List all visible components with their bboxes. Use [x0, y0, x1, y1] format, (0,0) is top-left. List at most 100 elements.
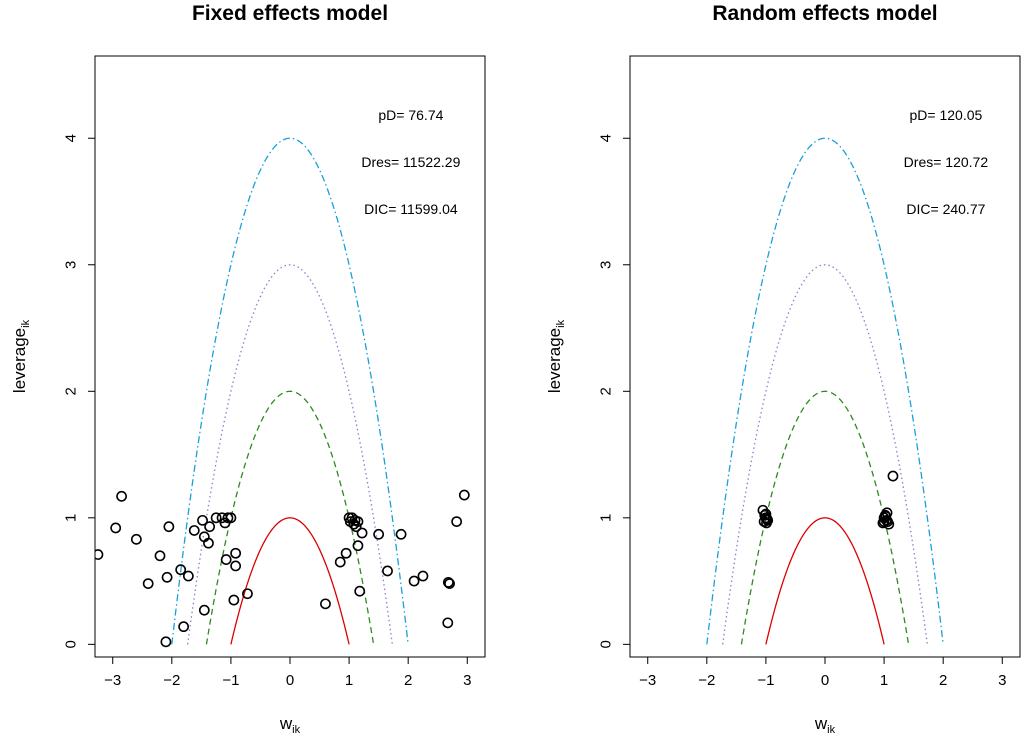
- y-tick-label: 4: [598, 134, 615, 142]
- annotation-2: Dres= 120.72: [904, 154, 989, 170]
- data-point: [110, 522, 122, 534]
- data-point: [334, 556, 346, 568]
- x-tick-label: −1: [222, 672, 239, 689]
- data-point: [417, 570, 429, 582]
- data-point: [352, 540, 364, 552]
- curve-c=2: [205, 390, 375, 645]
- data-point: [408, 575, 420, 587]
- data-point: [95, 549, 104, 560]
- data-point: [382, 565, 393, 577]
- data-point: [175, 564, 187, 576]
- x-tick-label: 2: [939, 672, 947, 689]
- data-point: [242, 588, 253, 600]
- y-tick-label: 0: [63, 640, 80, 648]
- data-point: [350, 521, 362, 533]
- data-point: [220, 554, 232, 565]
- data-point: [458, 489, 470, 501]
- annotation-1: pD= 76.74: [378, 107, 443, 123]
- data-point: [880, 511, 892, 522]
- y-tick-label: 0: [598, 640, 615, 648]
- y-tick-label: 2: [598, 387, 615, 395]
- panel-1: Fixed effects model −3 −2 −1 0 1 2 3 0 1 2 3 4 wik lev…: [10, 2, 486, 733]
- curve-c=4: [171, 137, 409, 645]
- data-point: [188, 525, 200, 536]
- x-tick-label: 3: [463, 672, 471, 689]
- x-tick-label: 3: [998, 672, 1006, 689]
- y-tick-label: 4: [63, 134, 80, 142]
- y-tick-label: 3: [63, 261, 80, 269]
- curve-c=3: [722, 264, 928, 645]
- y-axis-label-sub: ik: [20, 319, 32, 327]
- y-axis-label: leverageik: [10, 319, 32, 393]
- data-point: [444, 578, 455, 590]
- data-point: [222, 512, 234, 524]
- data-point: [178, 621, 190, 633]
- data-point: [887, 470, 899, 482]
- data-point: [442, 617, 454, 629]
- data-point: [203, 537, 214, 549]
- x-axis-label: wik: [814, 714, 836, 733]
- curve-c=4: [706, 137, 944, 645]
- y-axis-label: leverageik: [545, 319, 567, 393]
- y-tick-label: 1: [598, 514, 615, 522]
- data-point: [230, 560, 242, 572]
- x-tick-label: 0: [286, 672, 294, 689]
- x-tick-label: −3: [639, 672, 656, 689]
- data-point: [204, 521, 216, 533]
- data-point: [182, 570, 194, 582]
- data-point: [154, 550, 166, 562]
- data-point: [451, 516, 463, 528]
- data-point: [163, 521, 175, 533]
- curve-c=2: [740, 390, 910, 645]
- x-tick-label: 2: [404, 672, 412, 689]
- curve-c=3: [187, 264, 393, 645]
- y-tick-label: 1: [63, 514, 80, 522]
- x-axis-label: wik: [279, 714, 301, 733]
- data-point: [761, 517, 772, 529]
- chart-title: Fixed effects model: [192, 2, 388, 25]
- data-point: [442, 576, 454, 588]
- curve-c=1: [765, 517, 885, 645]
- annotation-3: DIC= 11599.04: [364, 201, 458, 217]
- y-tick-label: 2: [63, 387, 80, 395]
- data-point: [373, 528, 385, 540]
- x-tick-label: −2: [163, 672, 180, 689]
- x-tick-label: 0: [821, 672, 829, 689]
- data-point: [197, 514, 208, 526]
- x-tick-label: −2: [698, 672, 715, 689]
- data-point: [356, 527, 368, 539]
- data-point: [352, 516, 364, 528]
- data-point: [210, 512, 222, 524]
- x-tick-label: 1: [345, 672, 353, 689]
- x-tick-label: 1: [880, 672, 888, 689]
- data-point: [198, 604, 210, 616]
- x-tick-label: −1: [757, 672, 774, 689]
- plot-frame: [629, 55, 1021, 658]
- data-point: [230, 547, 242, 559]
- data-point: [354, 585, 366, 597]
- x-axis-label-sub: ik: [827, 724, 835, 733]
- data-point: [878, 516, 890, 528]
- data-point: [320, 598, 331, 610]
- data-point: [225, 512, 237, 524]
- panel-2: Random effects model −3 −2 −1 0 1 2 3 0 1 2 3 4 wik le…: [545, 2, 1021, 733]
- annotation-1: pD= 120.05: [910, 107, 983, 123]
- data-point: [142, 578, 154, 590]
- data-point: [161, 571, 173, 583]
- annotation-2: Dres= 11522.29: [361, 154, 460, 170]
- annotation-3: DIC= 240.77: [906, 201, 985, 217]
- plot-frame: [94, 55, 486, 658]
- y-tick-label: 3: [598, 261, 615, 269]
- data-point: [130, 533, 142, 545]
- y-axis-label-sub: ik: [555, 319, 567, 327]
- x-axis-label-sub: ik: [292, 724, 300, 733]
- chart-title: Random effects model: [712, 2, 937, 25]
- curve-c=1: [230, 517, 350, 645]
- data-point: [228, 594, 240, 606]
- data-point: [116, 490, 127, 502]
- data-point: [340, 547, 352, 559]
- x-tick-label: −3: [104, 672, 121, 689]
- data-point: [160, 636, 172, 648]
- data-point: [395, 528, 407, 540]
